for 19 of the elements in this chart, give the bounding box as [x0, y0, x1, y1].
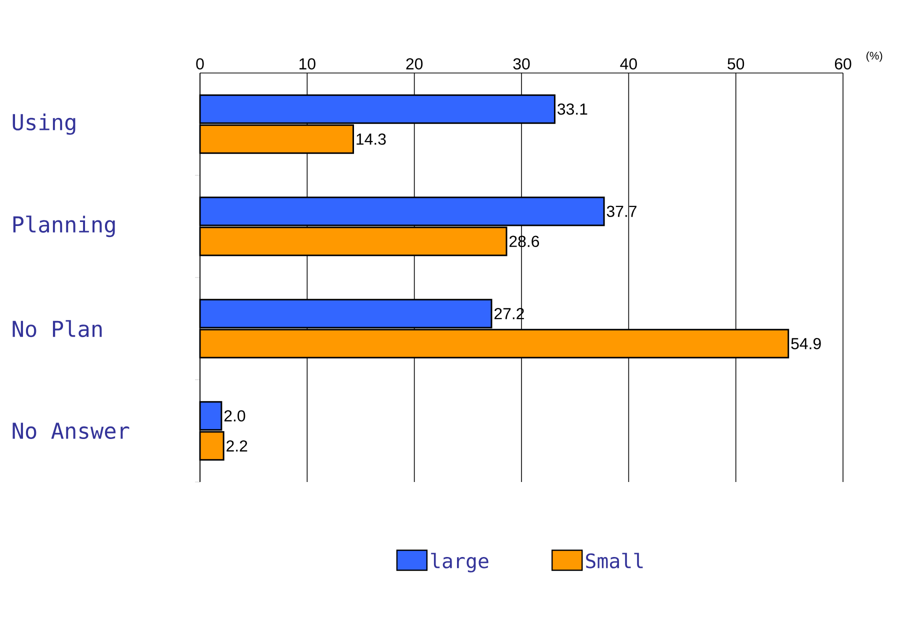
text: (%) [866, 52, 882, 62]
legend-label: Small [586, 552, 643, 568]
y-tick-label: No Plan [12, 320, 102, 338]
x-tick-label: 20 [406, 58, 423, 70]
data-label: 2.2 [226, 440, 248, 452]
y-tick-label: Using [12, 113, 76, 135]
x-tick-label: 10 [300, 58, 316, 70]
data-label: 33.1 [558, 103, 588, 115]
x-tick-label: 30 [513, 58, 530, 70]
y-tick-label: No Answer [12, 422, 130, 440]
y-tick-label: Planning [13, 216, 115, 238]
data-label: 2.0 [224, 410, 246, 422]
x-tick-label: 50 [728, 58, 744, 70]
x-tick-label: 40 [620, 58, 637, 70]
x-tick-label: 60 [834, 58, 852, 70]
x-tick-label: 0 [196, 58, 204, 70]
data-label: 14.3 [356, 134, 386, 145]
legend-label: large [431, 552, 488, 572]
data-label: 54.9 [791, 338, 821, 350]
